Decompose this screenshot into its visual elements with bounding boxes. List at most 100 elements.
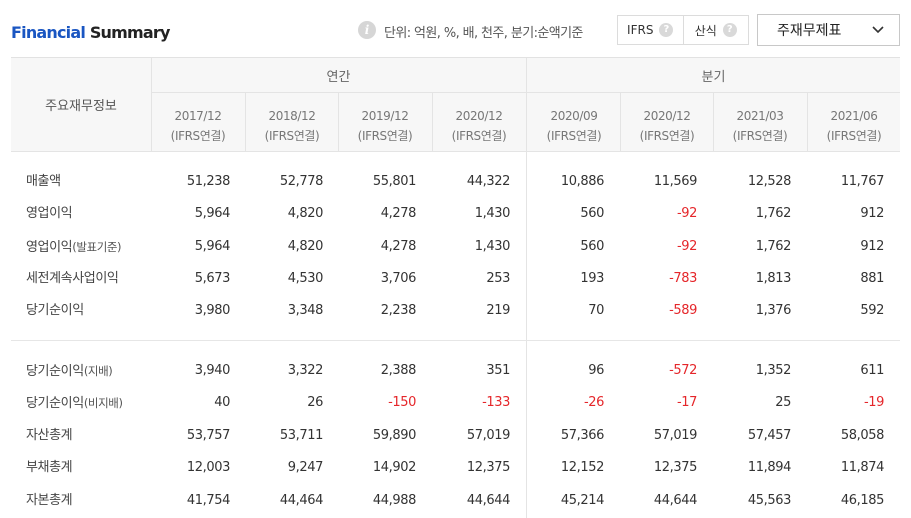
table-cell: 912 [860,206,884,221]
table-cell: 1,376 [755,303,792,318]
table-row: 당기순이익 3,980 3,348 2,238 219 70 -589 1,376 592 [11,295,900,327]
table-cell: 11,569 [653,174,697,189]
table-cell: 1,430 [474,206,511,221]
table-row: 매출액 51,238 52,778 55,801 44,322 10,886 11,569 1… [11,166,900,198]
table-cell: 52,778 [279,174,323,189]
statement-select[interactable]: 주재무제표 [757,14,900,46]
column-divider [432,92,433,152]
table-cell: 560 [580,239,604,254]
table-cell: 1,762 [755,206,792,221]
table-top-border [11,57,900,58]
table-cell: 53,757 [186,428,230,443]
table-cell: 3,322 [287,363,324,378]
column-divider [338,92,339,152]
row-label-text: 부채총계 [26,460,73,475]
row-group-separator [11,340,900,341]
period-date: 2020/12 [643,109,691,123]
stub-header-label: 주요재무정보 [45,99,117,114]
summary-header: Financial Summary i 단위: 억원, %, 배, 천주, 분기… [0,0,911,58]
table-cell: 4,820 [287,206,324,221]
table-cell: -92 [676,239,697,254]
help-icon[interactable]: ? [659,23,674,37]
row-label-text: 당기순이익 [26,364,84,379]
period-date: 2020/09 [550,109,598,123]
table-cell: 1,352 [755,363,792,378]
unit-note: 단위: 억원, %, 배, 천주, 분기:순액기준 [384,26,583,41]
table-row: 자산총계 53,757 53,711 59,890 57,019 57,366 57,019… [11,420,900,452]
period-basis: (IFRS연결) [357,129,413,143]
table-cell: 57,019 [653,428,697,443]
standard-toggle: IFRS ? 산식 ? [617,15,749,45]
table-row: 세전계속사업이익 5,673 4,530 3,706 253 193 -783 1,813 88… [11,263,900,295]
table-cell: 3,348 [287,303,324,318]
column-divider [807,92,808,152]
table-row: 당기순이익(비지배) 40 26 -150 -133 -26 -17 25 -19 [11,387,900,419]
table-cell: 26 [307,395,323,410]
period-basis: (IFRS연결) [264,129,320,143]
row-label: 세전계속사업이익 [26,263,119,295]
period-header: 2021/06 (IFRS연결) [807,106,901,146]
table-cell: 44,464 [279,493,323,508]
row-label: 자본총계 [26,485,73,517]
table-cell: 96 [588,363,604,378]
table-cell: 58,058 [840,428,884,443]
table-cell: 44,644 [653,493,697,508]
title-financial: Financial [11,23,86,42]
annual-group-label: 연간 [326,70,351,85]
table-cell: 44,322 [466,174,510,189]
row-label: 당기순이익(비지배) [26,387,123,420]
table-cell: 11,767 [840,174,884,189]
table-row: 부채총계 12,003 9,247 14,902 12,375 12,152 12,375 1… [11,452,900,484]
stub-header-cell [11,58,151,152]
table-cell: 4,530 [287,271,324,286]
table-cell: 53,711 [279,428,323,443]
column-header-area [151,58,900,152]
info-icon[interactable]: i [358,21,376,39]
table-cell: -19 [863,395,884,410]
table-cell: -133 [482,395,510,410]
table-cell: 25 [775,395,791,410]
table-cell: 44,644 [466,493,510,508]
row-label: 당기순이익(지배) [26,355,113,388]
row-label-text: 자본총계 [26,493,73,508]
period-header: 2019/12 (IFRS연결) [338,106,432,146]
table-cell: -26 [583,395,604,410]
table-cell: 219 [486,303,510,318]
table-row: 영업이익 5,964 4,820 4,278 1,430 560 -92 1,762 912 [11,198,900,230]
table-cell: 193 [580,271,604,286]
row-label-text: 당기순이익 [26,303,84,318]
row-label-suffix: (지배) [83,364,113,378]
period-basis: (IFRS연결) [451,129,507,143]
column-divider [151,58,152,152]
table-cell: 45,214 [560,493,604,508]
period-header: 2021/03 (IFRS연결) [713,106,807,146]
table-cell: 5,964 [194,239,231,254]
ifrs-option[interactable]: IFRS ? [618,16,683,44]
help-icon[interactable]: ? [722,23,737,37]
table-cell: 40 [214,395,230,410]
table-cell: 45,563 [747,493,791,508]
table-cell: -572 [669,363,697,378]
table-cell: 611 [860,363,884,378]
table-cell: 4,278 [380,206,417,221]
table-cell: 57,366 [560,428,604,443]
formula-option[interactable]: 산식 ? [682,16,749,44]
statement-select-value: 주재무제표 [777,23,842,39]
row-label: 매출액 [26,166,61,198]
table-cell: 592 [860,303,884,318]
period-header: 2020/09 (IFRS연결) [527,106,621,146]
column-divider [620,92,621,152]
table-cell: 1,813 [755,271,792,286]
period-header: 2018/12 (IFRS연결) [245,106,339,146]
table-cell: 253 [486,271,510,286]
table-cell: -17 [676,395,697,410]
period-header: 2020/12 (IFRS연결) [620,106,714,146]
table-cell: 57,457 [747,428,791,443]
table-row: 당기순이익(지배) 3,940 3,322 2,388 351 96 -572 1,352 61… [11,355,900,387]
table-cell: 11,894 [747,460,791,475]
table-cell: 9,247 [287,460,324,475]
row-label-text: 세전계속사업이익 [26,271,119,286]
table-cell: 4,820 [287,239,324,254]
table-cell: 1,430 [474,239,511,254]
table-cell: 3,940 [194,363,231,378]
